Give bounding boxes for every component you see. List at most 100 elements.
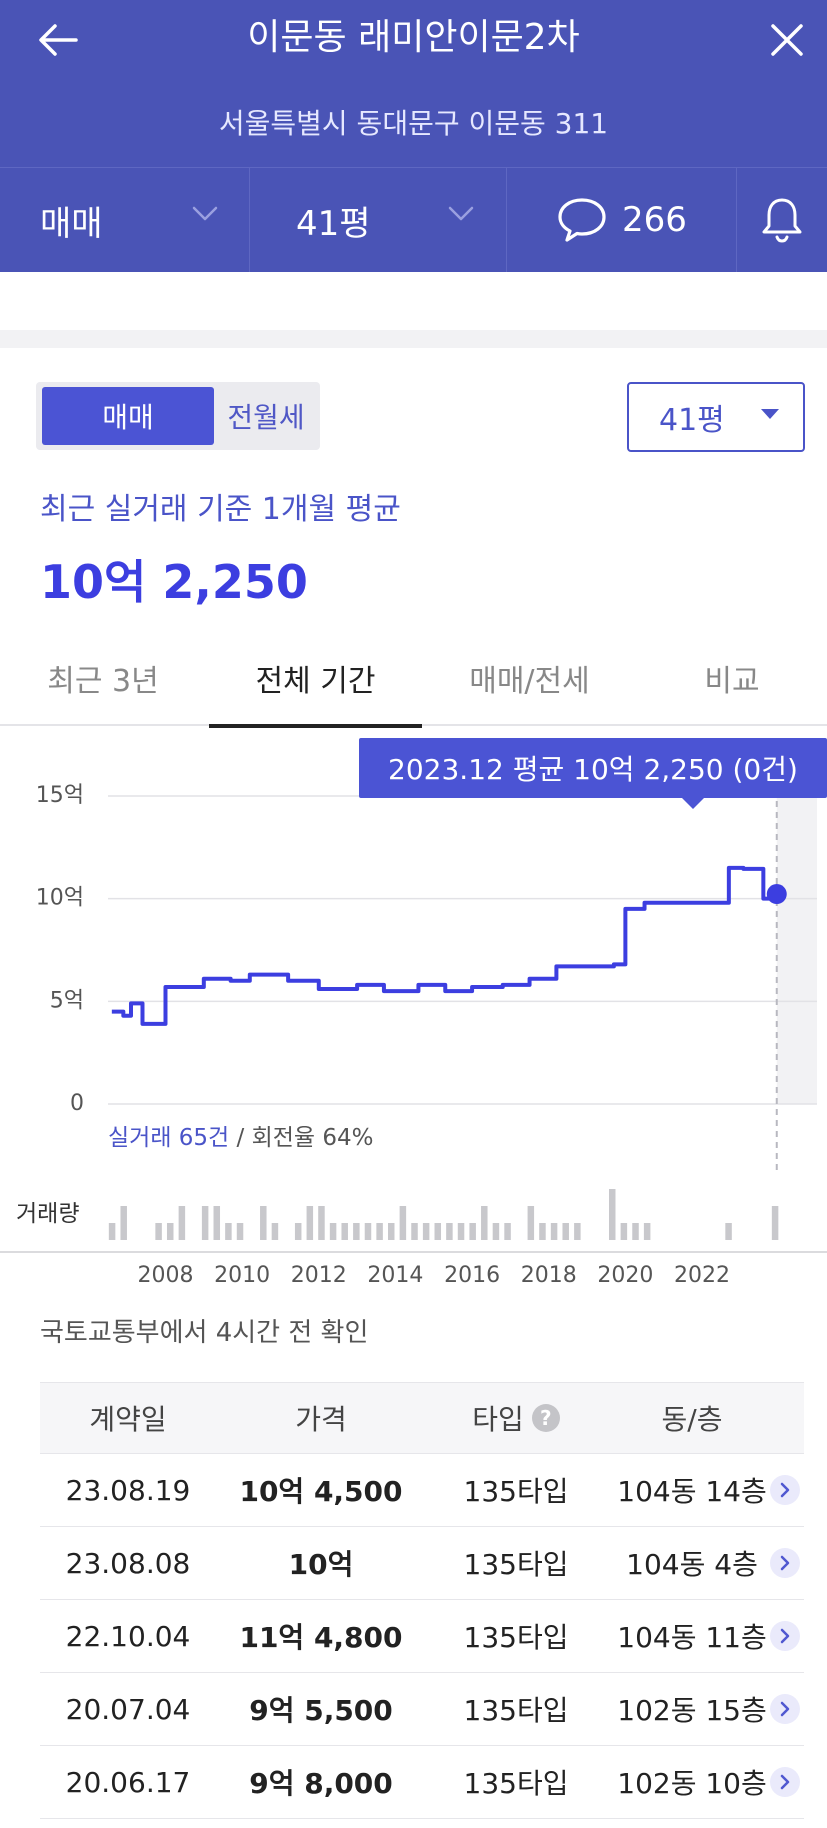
address: 서울특별시 동대문구 이문동 311 bbox=[218, 107, 609, 140]
volume-bar bbox=[376, 1223, 383, 1240]
table-body: 23.08.19 10억 4,500 135타입 104동 14층 23.08.08 10… bbox=[40, 1454, 804, 1819]
row-unit: 104동 4층 bbox=[626, 1548, 758, 1581]
chevron-right-icon bbox=[770, 1475, 800, 1505]
table-row[interactable]: 20.06.17 9억 8,000 135타입 102동 10층 bbox=[40, 1746, 804, 1819]
tooltip-pointer bbox=[681, 797, 705, 809]
section-divider bbox=[0, 330, 827, 348]
trade-toggle: 매매 전월세 bbox=[36, 382, 320, 450]
average-price: 10억 2,250 bbox=[40, 555, 308, 609]
row-date: 22.10.04 bbox=[65, 1619, 191, 1653]
row-unit: 102동 15층 bbox=[617, 1694, 767, 1727]
volume-bar bbox=[271, 1223, 279, 1240]
price-series-line bbox=[111, 865, 779, 1026]
row-price: 9억 5,500 bbox=[249, 1694, 393, 1727]
table-row[interactable]: 23.08.19 10억 4,500 135타입 104동 14층 bbox=[40, 1454, 804, 1527]
transactions-table: 계약일 가격 타입 ? 동/층 23.08.19 10억 4,500 135타입 10… bbox=[40, 1382, 804, 1819]
volume-bar bbox=[620, 1223, 628, 1240]
back-button[interactable] bbox=[30, 14, 86, 66]
volume-bar bbox=[260, 1206, 267, 1240]
future-region bbox=[776, 792, 817, 1104]
size-select[interactable]: 41평 bbox=[627, 382, 805, 452]
deal-count: 실거래 65건 bbox=[108, 1125, 230, 1151]
volume-bar bbox=[434, 1223, 442, 1240]
x-tick-label: 2008 bbox=[137, 1263, 193, 1288]
volume-bar bbox=[539, 1223, 546, 1240]
trade-type-label: 매매 bbox=[40, 203, 103, 244]
row-type: 135타입 bbox=[463, 1548, 569, 1581]
notification-button[interactable] bbox=[737, 168, 827, 272]
x-tick-label: 2020 bbox=[597, 1263, 653, 1288]
volume-bar bbox=[201, 1206, 209, 1240]
row-date: 23.08.08 bbox=[65, 1546, 191, 1580]
row-detail-button[interactable] bbox=[766, 1454, 804, 1526]
tab-all-period[interactable]: 전체 기간 bbox=[209, 630, 422, 728]
x-tick-label: 2012 bbox=[291, 1263, 347, 1288]
volume-bar bbox=[457, 1223, 465, 1240]
volume-bar bbox=[481, 1206, 488, 1240]
header-unit: 동/층 bbox=[661, 1403, 723, 1436]
tab-compare[interactable]: 비교 bbox=[704, 664, 760, 699]
row-detail-button[interactable] bbox=[766, 1527, 804, 1599]
chevron-right-icon bbox=[770, 1548, 800, 1578]
average-caption: 최근 실거래 기준 1개월 평균 bbox=[40, 492, 401, 527]
volume-bar bbox=[225, 1223, 232, 1240]
table-header: 계약일 가격 타입 ? 동/층 bbox=[40, 1382, 804, 1454]
x-tick-label: 2010 bbox=[214, 1263, 270, 1288]
size-dropdown[interactable]: 41평 bbox=[250, 168, 507, 272]
row-detail-button[interactable] bbox=[766, 1600, 804, 1672]
row-unit: 104동 11층 bbox=[617, 1621, 767, 1654]
header-type: 타입 ? bbox=[426, 1383, 606, 1453]
arrow-left-icon bbox=[39, 24, 78, 56]
volume-bar bbox=[120, 1206, 127, 1240]
row-price: 9억 8,000 bbox=[249, 1767, 393, 1800]
size-label: 41평 bbox=[296, 203, 371, 244]
volume-bar bbox=[422, 1223, 430, 1240]
page-title: 이문동 래미안이문2차 bbox=[247, 17, 580, 58]
volume-bar bbox=[446, 1223, 453, 1240]
close-button[interactable] bbox=[759, 14, 815, 66]
volume-bar bbox=[411, 1223, 418, 1240]
volume-bar bbox=[574, 1223, 581, 1240]
row-detail-button[interactable] bbox=[766, 1673, 804, 1745]
x-tick-label: 2018 bbox=[521, 1263, 577, 1288]
trade-type-dropdown[interactable]: 매매 bbox=[0, 168, 250, 272]
volume-bar bbox=[329, 1223, 337, 1240]
volume-bar bbox=[155, 1223, 162, 1240]
toggle-sale-button[interactable]: 매매 bbox=[42, 387, 214, 445]
volume-bar bbox=[527, 1206, 535, 1240]
row-date: 23.08.19 bbox=[65, 1473, 191, 1507]
row-unit: 104동 14층 bbox=[617, 1475, 767, 1508]
volume-bar bbox=[166, 1223, 174, 1240]
y-axis: 15억 10억 5억 0 bbox=[36, 783, 84, 1116]
chevron-down-icon bbox=[192, 206, 218, 221]
volume-bar bbox=[608, 1189, 616, 1240]
y-tick-label: 5억 bbox=[50, 988, 84, 1013]
tab-sale-vs-jeonse[interactable]: 매매/전세 bbox=[469, 664, 590, 699]
app-header: 이문동 래미안이문2차 서울특별시 동대문구 이문동 311 매매 41평 26… bbox=[0, 0, 827, 272]
row-type: 135타입 bbox=[463, 1621, 569, 1654]
row-type: 135타입 bbox=[463, 1767, 569, 1800]
volume-bar bbox=[771, 1206, 779, 1240]
row-date: 20.06.17 bbox=[65, 1765, 191, 1799]
volume-bar bbox=[364, 1223, 372, 1240]
volume-bar bbox=[178, 1206, 186, 1240]
period-tabs: 최근 3년 전체 기간 매매/전세 비교 bbox=[0, 630, 827, 728]
help-icon[interactable]: ? bbox=[531, 1404, 560, 1432]
tab-recent-3y[interactable]: 최근 3년 bbox=[47, 664, 159, 699]
table-row[interactable]: 22.10.04 11억 4,800 135타입 104동 11층 bbox=[40, 1600, 804, 1673]
toggle-rent-button[interactable]: 전월세 bbox=[227, 401, 305, 434]
volume-bar bbox=[353, 1223, 360, 1240]
volume-bars bbox=[108, 1189, 779, 1240]
table-row[interactable]: 20.07.04 9억 5,500 135타입 102동 15층 bbox=[40, 1673, 804, 1746]
row-type: 135타입 bbox=[463, 1475, 569, 1508]
volume-bar bbox=[504, 1223, 511, 1240]
table-row[interactable]: 23.08.08 10억 135타입 104동 4층 bbox=[40, 1527, 804, 1600]
y-tick-label: 10억 bbox=[36, 886, 84, 911]
header-date: 계약일 bbox=[89, 1403, 167, 1436]
volume-bar bbox=[306, 1206, 314, 1240]
comment-count: 266 bbox=[622, 200, 687, 240]
row-unit: 102동 10층 bbox=[617, 1767, 767, 1800]
comments-button[interactable]: 266 bbox=[507, 168, 737, 272]
row-detail-button[interactable] bbox=[766, 1746, 804, 1818]
